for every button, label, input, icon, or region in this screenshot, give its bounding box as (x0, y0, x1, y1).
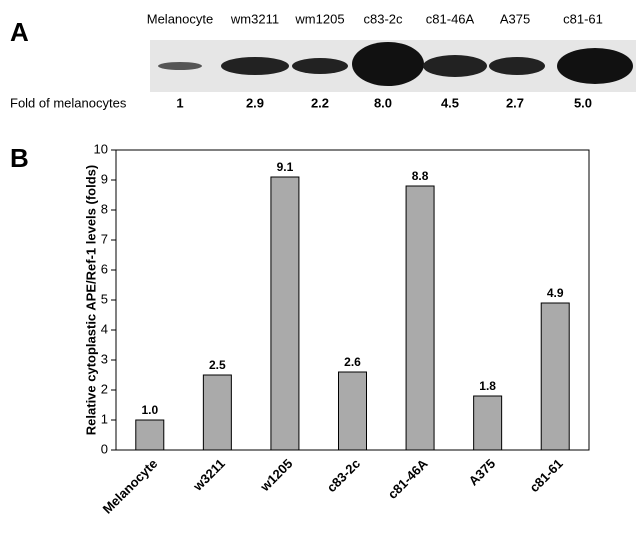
y-tick-label: 6 (101, 261, 108, 276)
x-tick-label: c81-61 (527, 456, 566, 495)
value-label: 9.1 (277, 160, 294, 174)
fold-value: 8.0 (374, 95, 392, 110)
y-tick-label: 5 (101, 291, 108, 306)
y-tick-label: 3 (101, 351, 108, 366)
value-label: 8.8 (412, 169, 429, 183)
y-tick-label: 7 (101, 231, 108, 246)
lane-label: Melanocyte (147, 11, 213, 26)
x-tick-label: w3211 (189, 456, 227, 494)
lane-label: c81-46A (426, 11, 475, 26)
fold-value: 2.7 (506, 95, 524, 110)
fold-value: 5.0 (574, 95, 592, 110)
fold-value: 2.2 (311, 95, 329, 110)
bar (541, 303, 569, 450)
bar (136, 420, 164, 450)
y-axis-title: Relative cytoplastic APE/Ref-1 levels (f… (83, 165, 98, 435)
bar (271, 177, 299, 450)
x-tick-label: A375 (466, 456, 499, 489)
bar (339, 372, 367, 450)
fold-label: Fold of melanocytes (10, 95, 127, 110)
fold-value: 2.9 (246, 95, 264, 110)
lane-label: wm1205 (294, 11, 344, 26)
lane-label: c81-61 (563, 11, 603, 26)
x-tick-label: Melanocyte (100, 456, 161, 517)
bar (474, 396, 502, 450)
fold-value: 4.5 (441, 95, 459, 110)
lane-label: c83-2c (363, 11, 403, 26)
lane-label: wm3211 (230, 11, 279, 26)
value-label: 2.6 (344, 355, 361, 369)
fold-value: 1 (176, 95, 183, 110)
y-tick-label: 4 (101, 321, 108, 336)
y-tick-label: 8 (101, 201, 108, 216)
value-label: 1.8 (479, 379, 496, 393)
x-tick-label: c81-46A (385, 456, 431, 502)
y-tick-label: 0 (101, 441, 108, 456)
value-label: 4.9 (547, 286, 564, 300)
x-tick-label: c83-2c (324, 456, 363, 495)
y-tick-label: 9 (101, 171, 108, 186)
x-tick-label: w1205 (257, 456, 296, 495)
bar (203, 375, 231, 450)
panel-label: B (10, 143, 29, 173)
lane-label: A375 (500, 11, 530, 26)
y-tick-label: 2 (101, 381, 108, 396)
y-tick-label: 1 (101, 411, 108, 426)
panel-label: A (10, 17, 29, 47)
y-tick-label: 10 (94, 141, 108, 156)
bar (406, 186, 434, 450)
figure: A Fold of melanocytes B Relative cytopla… (0, 0, 636, 540)
value-label: 2.5 (209, 358, 226, 372)
value-label: 1.0 (141, 403, 158, 417)
